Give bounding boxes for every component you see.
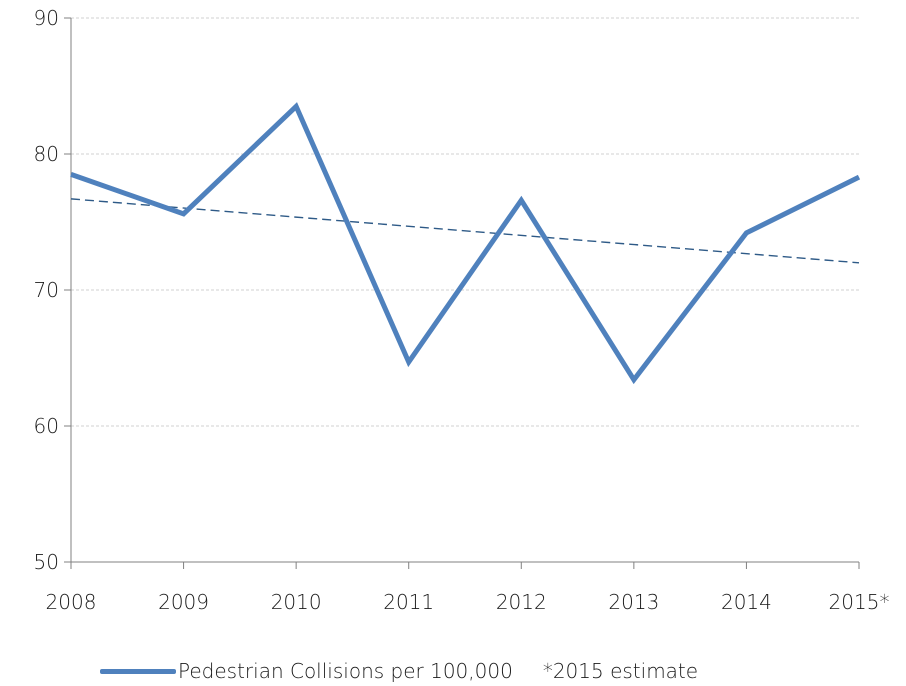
x-axis-tick-labels: 2008 2009 2010 2011 2012 2013 2014 2015* — [46, 590, 890, 614]
estimate-note: *2015 estimate — [542, 659, 699, 683]
x-tick-label: 2014 — [721, 590, 772, 614]
legend: Pedestrian Collisions per 100,000 *2015 … — [100, 656, 698, 686]
y-axis-tick-labels: 50 60 70 80 90 — [34, 6, 59, 574]
x-tick-label: 2010 — [271, 590, 322, 614]
axes — [64, 17, 860, 569]
trendline — [70, 198, 860, 264]
y-tick-label: 70 — [34, 278, 59, 302]
series-line — [70, 102, 861, 385]
x-tick-label: 2013 — [608, 590, 659, 614]
trendline-path — [70, 198, 860, 264]
x-tick-label: 2011 — [383, 590, 434, 614]
legend-label: Pedestrian Collisions per 100,000 — [178, 659, 513, 683]
x-tick-label: 2009 — [158, 590, 209, 614]
x-tick-label: 2015* — [829, 590, 890, 614]
y-tick-label: 60 — [34, 414, 59, 438]
y-tick-label: 80 — [34, 142, 59, 166]
x-tick-label: 2012 — [496, 590, 547, 614]
gridlines — [71, 17, 859, 427]
x-tick-label: 2008 — [46, 590, 97, 614]
y-tick-label: 90 — [34, 6, 59, 30]
data-series — [70, 102, 861, 385]
legend-swatch — [100, 668, 176, 674]
y-tick-label: 50 — [34, 550, 59, 574]
